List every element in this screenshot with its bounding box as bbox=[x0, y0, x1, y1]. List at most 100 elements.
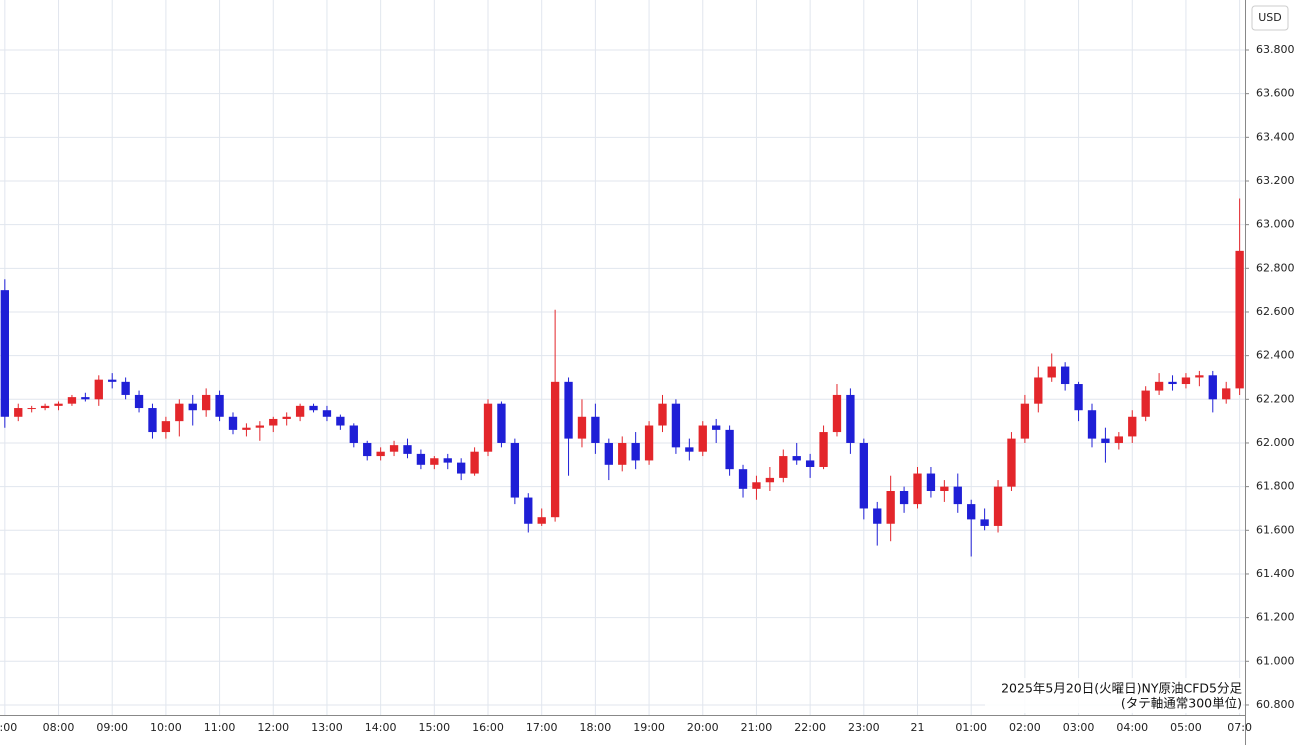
candle-body bbox=[805, 460, 815, 467]
candle-body bbox=[577, 416, 587, 439]
x-tick-label: 09:00 bbox=[96, 721, 128, 734]
annotation: (タテ軸通常300単位) bbox=[1121, 696, 1242, 711]
candle-body bbox=[403, 445, 412, 454]
x-tick-label: 21:00 bbox=[741, 721, 773, 734]
candle-body bbox=[228, 416, 238, 430]
x-tick-label: 15:00 bbox=[418, 721, 450, 734]
candle-body bbox=[873, 508, 882, 524]
candle-body bbox=[550, 381, 560, 518]
x-tick-label: 16:00 bbox=[472, 721, 504, 734]
x-tick-label: 22:00 bbox=[794, 721, 826, 734]
candle-body bbox=[1181, 377, 1191, 385]
y-tick-label: 62.600 bbox=[1256, 305, 1295, 318]
candle-body bbox=[993, 486, 1003, 526]
candle-body bbox=[201, 394, 211, 411]
x-tick-label: 05:00 bbox=[1170, 721, 1202, 734]
x-tick-label: 01:00 bbox=[955, 721, 987, 734]
candle-body bbox=[1034, 377, 1043, 404]
candle-body bbox=[940, 486, 949, 492]
x-tick-label: 21 bbox=[911, 721, 925, 734]
candle-body bbox=[376, 451, 385, 457]
candle-body bbox=[1128, 416, 1137, 437]
candle-body bbox=[846, 394, 855, 443]
y-tick-label: 61.400 bbox=[1256, 567, 1295, 580]
candle-body bbox=[1141, 390, 1150, 417]
y-tick-label: 63.600 bbox=[1256, 87, 1295, 100]
candle-body bbox=[604, 442, 613, 465]
candle-body bbox=[671, 403, 681, 448]
candle-body bbox=[188, 403, 197, 411]
y-tick-label: 62.200 bbox=[1256, 392, 1295, 405]
y-tick-label: 62.800 bbox=[1256, 261, 1295, 274]
candle-body bbox=[363, 442, 372, 457]
y-tick-label: 63.000 bbox=[1256, 218, 1295, 231]
y-tick-label: 61.800 bbox=[1256, 480, 1295, 493]
candle-body bbox=[591, 416, 600, 443]
candle-body bbox=[792, 456, 801, 461]
candle-body bbox=[819, 432, 828, 467]
annotation-bg bbox=[985, 678, 1243, 713]
candle-body bbox=[685, 447, 694, 452]
x-tick-label: 19:00 bbox=[633, 721, 665, 734]
candle-body bbox=[953, 486, 962, 505]
candle-body bbox=[913, 473, 922, 505]
candle-body bbox=[899, 491, 909, 505]
candle-body bbox=[282, 416, 291, 419]
x-tick-label: 11:00 bbox=[204, 721, 236, 734]
candle-body bbox=[14, 408, 23, 417]
candle-body bbox=[322, 410, 332, 417]
candle-body bbox=[416, 453, 426, 465]
candle-body bbox=[148, 408, 157, 433]
candle-body bbox=[108, 379, 117, 382]
candle-body bbox=[1060, 366, 1070, 385]
unit-box bbox=[1251, 5, 1289, 31]
candle-body bbox=[712, 425, 721, 430]
candle-body bbox=[1101, 438, 1110, 443]
x-tick-label: 7:00 bbox=[0, 721, 17, 734]
candle-body bbox=[483, 403, 493, 452]
candle-body bbox=[1154, 381, 1164, 391]
y-tick-label: 62.000 bbox=[1256, 436, 1295, 449]
candle-body bbox=[0, 290, 9, 417]
candle-body bbox=[269, 418, 278, 426]
candle-body bbox=[54, 403, 63, 406]
candle-body bbox=[926, 473, 936, 492]
candle-body bbox=[658, 403, 667, 426]
candle-body bbox=[1087, 410, 1097, 439]
x-tick-label: 02:00 bbox=[1009, 721, 1041, 734]
x-tick-label: 08:00 bbox=[43, 721, 75, 734]
y-tick-label: 63.200 bbox=[1256, 174, 1295, 187]
candle-body bbox=[779, 456, 788, 478]
x-tick-label: 07:0 bbox=[1227, 721, 1252, 734]
candle-body bbox=[510, 442, 520, 498]
candle-body bbox=[242, 427, 251, 430]
candle-body bbox=[644, 425, 654, 461]
y-tick-label: 60.800 bbox=[1256, 698, 1295, 711]
candle-body bbox=[537, 517, 546, 524]
candle-body bbox=[67, 397, 77, 404]
y-axis-label: USD bbox=[1258, 11, 1282, 24]
candle-body bbox=[564, 381, 573, 439]
candle-body bbox=[470, 451, 479, 474]
candle-body bbox=[1047, 366, 1056, 378]
y-tick-label: 61.200 bbox=[1256, 611, 1295, 624]
x-tick-label: 18:00 bbox=[580, 721, 612, 734]
candle-body bbox=[1235, 250, 1244, 389]
y-tick-label: 62.400 bbox=[1256, 349, 1295, 362]
candle-body bbox=[725, 429, 734, 470]
candle-body bbox=[134, 394, 144, 409]
candle-body bbox=[175, 403, 184, 422]
y-tick-label: 63.800 bbox=[1256, 43, 1295, 56]
candle-body bbox=[255, 425, 265, 428]
candle-body bbox=[967, 504, 976, 520]
candle-body bbox=[336, 416, 345, 426]
candle-body bbox=[765, 477, 775, 483]
candle-body bbox=[618, 442, 627, 465]
candle-body bbox=[738, 469, 748, 489]
candle-body bbox=[121, 381, 130, 395]
candle-body bbox=[161, 421, 171, 433]
candle-body bbox=[1168, 381, 1177, 385]
candle-body bbox=[698, 425, 707, 452]
candle-body bbox=[1195, 375, 1204, 378]
